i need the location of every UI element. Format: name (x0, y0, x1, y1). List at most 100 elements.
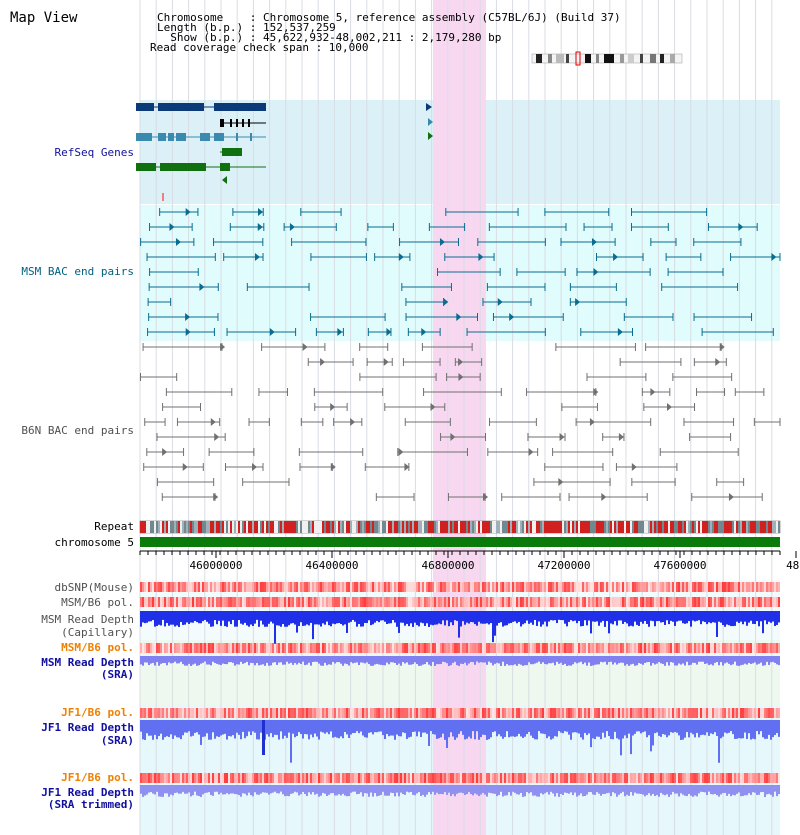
depth-bar (398, 611, 400, 633)
heat-cell (682, 773, 684, 783)
depth-bar (662, 656, 664, 664)
heat-cell (702, 597, 704, 607)
depth-bar (690, 656, 692, 665)
track-label-msm-depth-capillary[interactable]: MSM Read Depth (41, 613, 134, 626)
heat-cell (236, 708, 238, 718)
depth-bar (214, 720, 216, 739)
heat-cell (480, 773, 482, 783)
heat-cell (398, 597, 400, 607)
heat-cell (446, 708, 448, 718)
depth-bar (522, 611, 524, 625)
track-label-jf1-depth-sra[interactable]: JF1 Read Depth (41, 721, 134, 734)
heat-cell (390, 643, 392, 653)
heat-cell (610, 643, 612, 653)
heat-cell (680, 597, 682, 607)
repeat-cell (678, 521, 680, 533)
heat-cell (402, 773, 404, 783)
depth-bar (676, 656, 678, 666)
heat-cell (192, 773, 194, 783)
track-label-chromosome[interactable]: chromosome 5 (54, 536, 134, 549)
track-label-msm-pol-capillary[interactable]: MSM/B6 pol. (61, 596, 134, 609)
depth-bar (474, 785, 476, 794)
depth-bar (668, 785, 670, 797)
heat-cell (246, 582, 248, 592)
heat-cell (380, 597, 382, 607)
heat-cell (706, 773, 708, 783)
heat-cell (468, 582, 470, 592)
heat-cell (386, 582, 388, 592)
heat-cell (734, 597, 736, 607)
heat-cell (614, 643, 616, 653)
heat-cell (292, 708, 294, 718)
track-label-b6n-bac[interactable]: B6N BAC end pairs (21, 424, 134, 437)
depth-bar (344, 611, 346, 625)
depth-bar (382, 611, 384, 621)
depth-bar (546, 720, 548, 739)
repeat-cell (340, 521, 342, 533)
track-label-jf1-depth-trimmed[interactable]: JF1 Read Depth (41, 786, 134, 799)
heat-cell (152, 597, 154, 607)
heat-cell (392, 582, 394, 592)
repeat-cell (202, 521, 204, 533)
depth-bar (466, 720, 468, 739)
track-label-msm-pol-sra[interactable]: MSM/B6 pol. (61, 641, 134, 654)
repeat-cell (718, 521, 720, 533)
depth-bar (242, 656, 244, 664)
track-label-dbsnp[interactable]: dbSNP(Mouse) (54, 581, 134, 594)
repeat-cell (194, 521, 196, 533)
depth-bar (772, 611, 774, 622)
heat-cell (252, 773, 254, 783)
heat-cell (750, 582, 752, 592)
repeat-cell (760, 521, 762, 533)
bac-end-arrow (613, 253, 619, 261)
heat-cell (148, 773, 150, 783)
depth-bar (528, 785, 530, 794)
repeat-cell (736, 521, 738, 533)
depth-bar (392, 785, 394, 793)
heat-cell (260, 708, 262, 718)
heat-cell (670, 597, 672, 607)
depth-bar (264, 611, 266, 627)
heat-cell (692, 597, 694, 607)
heat-cell (684, 643, 686, 653)
heat-cell (154, 708, 156, 718)
repeat-cell (602, 521, 604, 533)
depth-bar (486, 720, 488, 740)
track-label-msm-depth-sra[interactable]: MSM Read Depth (41, 656, 134, 669)
heat-cell (648, 708, 650, 718)
repeat-cell (664, 521, 666, 533)
heat-cell (314, 582, 316, 592)
heat-cell (374, 773, 376, 783)
heat-cell (730, 582, 732, 592)
depth-bar (398, 720, 400, 737)
heat-cell (676, 708, 678, 718)
heat-cell (266, 708, 268, 718)
heat-cell (766, 582, 768, 592)
depth-bar (314, 720, 316, 734)
depth-bar (644, 611, 646, 621)
track-label-jf1-pol-trimmed[interactable]: JF1/B6 pol. (61, 771, 134, 784)
repeat-cell (752, 521, 754, 533)
heat-cell (486, 773, 488, 783)
depth-bar (180, 611, 182, 623)
depth-bar (364, 656, 366, 664)
heat-cell (640, 597, 642, 607)
track-label-jf1-pol-sra[interactable]: JF1/B6 pol. (61, 706, 134, 719)
depth-bar (642, 785, 644, 795)
depth-bar (522, 656, 524, 666)
track-label-repeat[interactable]: Repeat (94, 520, 134, 533)
heat-cell (676, 582, 678, 592)
heat-cell (644, 643, 646, 653)
track-label-refseq[interactable]: RefSeq Genes (54, 146, 134, 159)
track-label-msm-bac[interactable]: MSM BAC end pairs (21, 265, 134, 278)
heat-cell (562, 708, 564, 718)
depth-bar (234, 720, 236, 739)
heat-cell (618, 597, 620, 607)
heat-cell (366, 708, 368, 718)
repeat-cell (218, 521, 220, 533)
depth-bar (218, 720, 220, 737)
repeat-cell (702, 521, 704, 533)
depth-bar (452, 720, 454, 737)
depth-bar (360, 720, 362, 732)
heat-cell (184, 708, 186, 718)
